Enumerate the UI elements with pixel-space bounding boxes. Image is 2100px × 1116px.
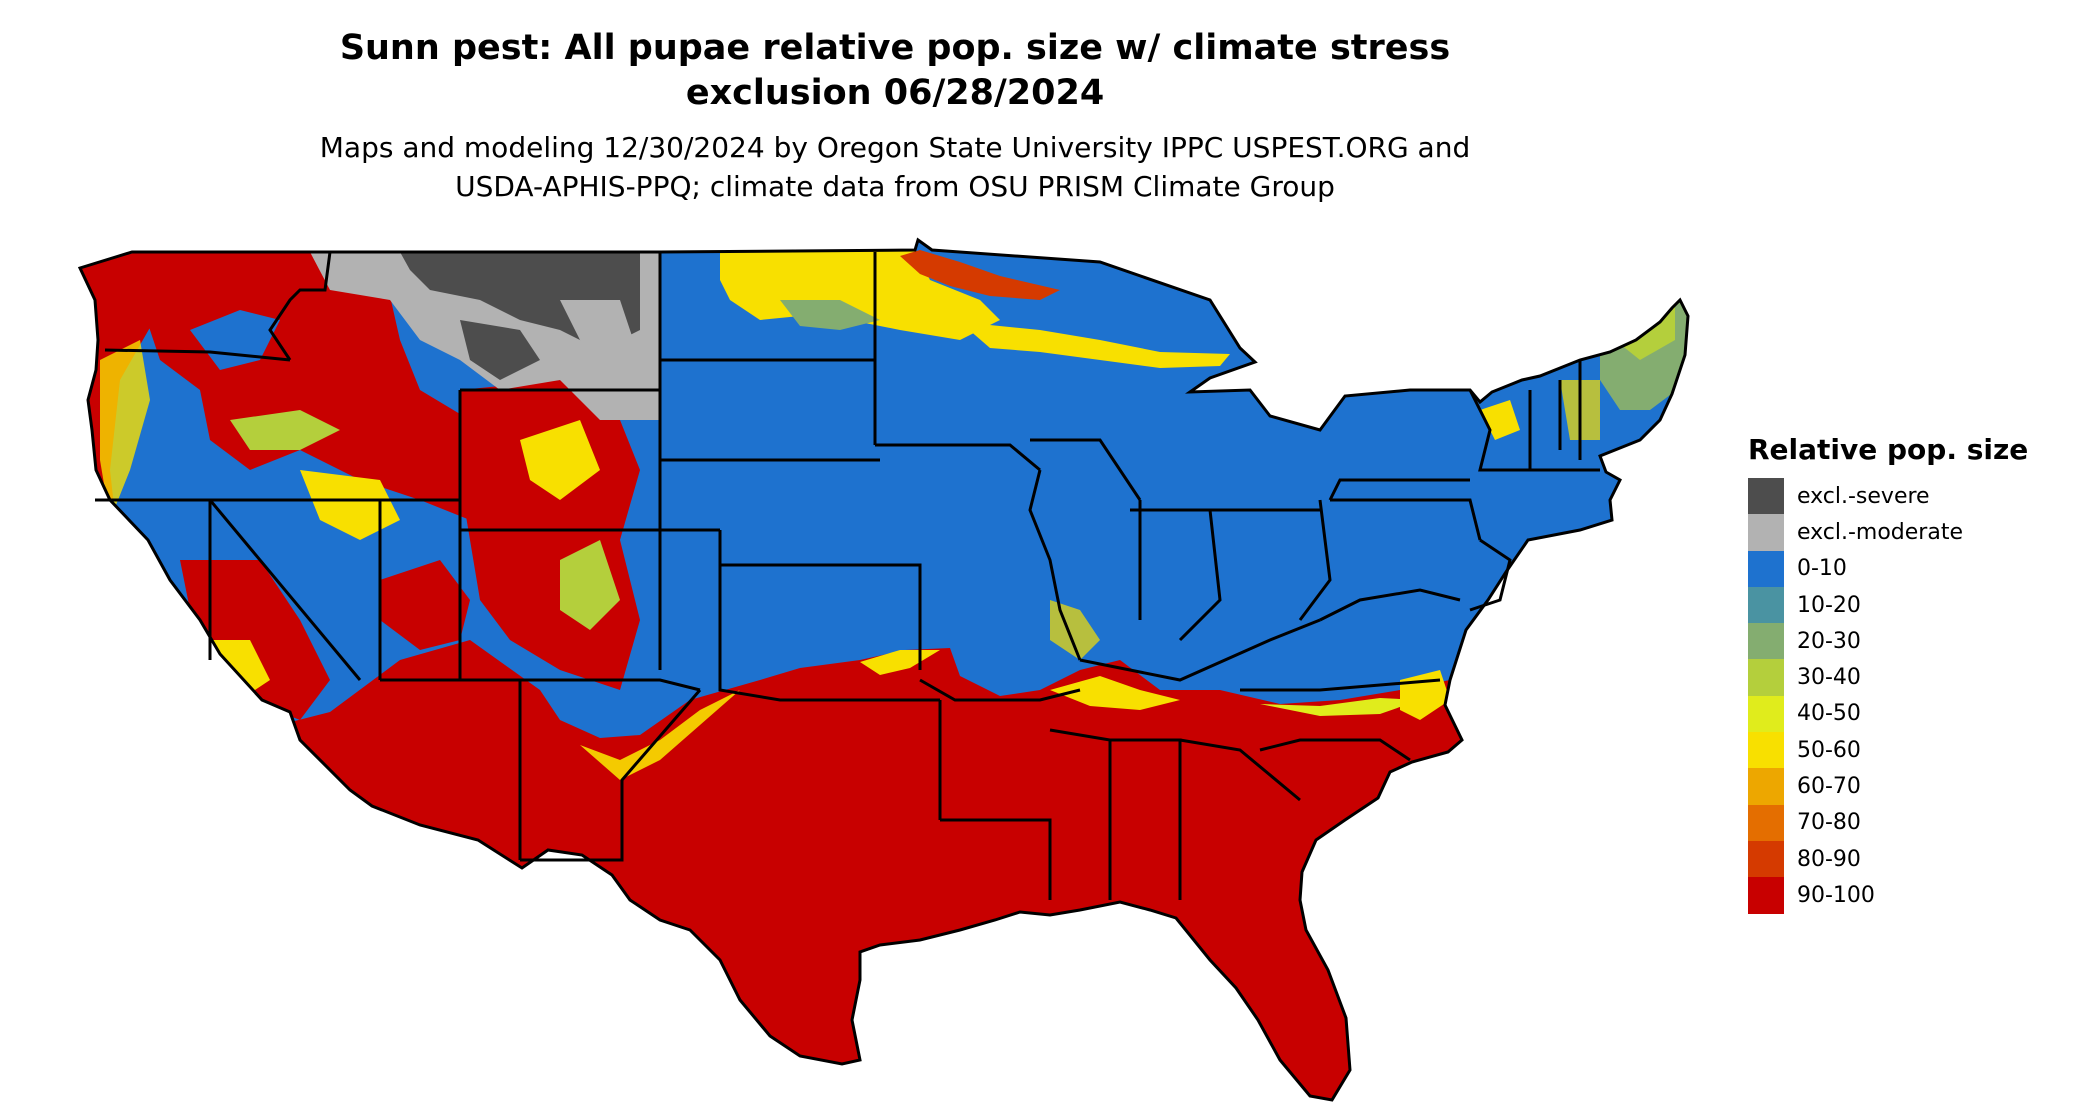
map-legend: Relative pop. size excl.-severe excl.-mod… bbox=[1748, 432, 2088, 914]
legend-label: excl.-moderate bbox=[1797, 519, 1963, 545]
legend-label: 50-60 bbox=[1797, 737, 1861, 763]
subtitle-line-1: Maps and modeling 12/30/2024 by Oregon S… bbox=[319, 131, 1471, 164]
legend-swatch bbox=[1748, 768, 1784, 805]
legend-swatch bbox=[1748, 478, 1784, 515]
legend-label: 80-90 bbox=[1797, 846, 1861, 872]
subtitle-line-2: USDA-APHIS-PPQ; climate data from OSU PR… bbox=[455, 170, 1335, 203]
legend-swatch bbox=[1748, 877, 1784, 914]
legend-label: 60-70 bbox=[1797, 774, 1861, 800]
legend-swatch bbox=[1748, 514, 1784, 551]
legend-title: Relative pop. size bbox=[1748, 433, 2029, 466]
title-line-1: Sunn pest: All pupae relative pop. size … bbox=[339, 28, 1451, 68]
legend-swatch bbox=[1748, 659, 1784, 696]
legend-item: 90-100 bbox=[1748, 877, 2088, 914]
legend-label: 30-40 bbox=[1797, 665, 1861, 691]
legend-swatch bbox=[1748, 695, 1784, 733]
legend-label: 0-10 bbox=[1797, 556, 1847, 582]
legend-item: 50-60 bbox=[1748, 732, 2088, 769]
legend-item: 70-80 bbox=[1748, 804, 2088, 841]
legend-item: 30-40 bbox=[1748, 659, 2088, 696]
title-line-2: exclusion 06/28/2024 bbox=[685, 73, 1105, 113]
map-title: Sunn pest: All pupae relative pop. size … bbox=[230, 26, 1560, 116]
legend-label: 20-30 bbox=[1797, 628, 1861, 654]
legend-item: 20-30 bbox=[1748, 623, 2088, 660]
legend-items: excl.-severe excl.-moderate 0-10 10-20 20-30… bbox=[1748, 478, 2088, 914]
legend-item: 80-90 bbox=[1748, 840, 2088, 878]
legend-swatch bbox=[1748, 623, 1784, 660]
legend-label: 10-20 bbox=[1797, 592, 1861, 618]
map-subtitle: Maps and modeling 12/30/2024 by Oregon S… bbox=[230, 128, 1560, 206]
legend-label: 70-80 bbox=[1797, 810, 1861, 836]
legend-item: 0-10 bbox=[1748, 550, 2088, 587]
legend-label: excl.-severe bbox=[1797, 483, 1930, 509]
legend-label: 90-100 bbox=[1797, 882, 1875, 908]
legend-swatch bbox=[1748, 732, 1784, 769]
legend-swatch bbox=[1748, 804, 1784, 841]
state-boundaries bbox=[77, 237, 1690, 1102]
legend-label: 40-50 bbox=[1797, 701, 1861, 727]
legend-item: 40-50 bbox=[1748, 695, 2088, 733]
legend-item: excl.-severe bbox=[1748, 478, 2088, 515]
legend-swatch bbox=[1748, 840, 1784, 878]
legend-item: 60-70 bbox=[1748, 768, 2088, 805]
map-raster bbox=[80, 240, 1688, 1100]
legend-swatch bbox=[1748, 586, 1784, 624]
legend-item: excl.-moderate bbox=[1748, 514, 2088, 551]
legend-item: 10-20 bbox=[1748, 586, 2088, 624]
legend-swatch bbox=[1748, 550, 1784, 587]
